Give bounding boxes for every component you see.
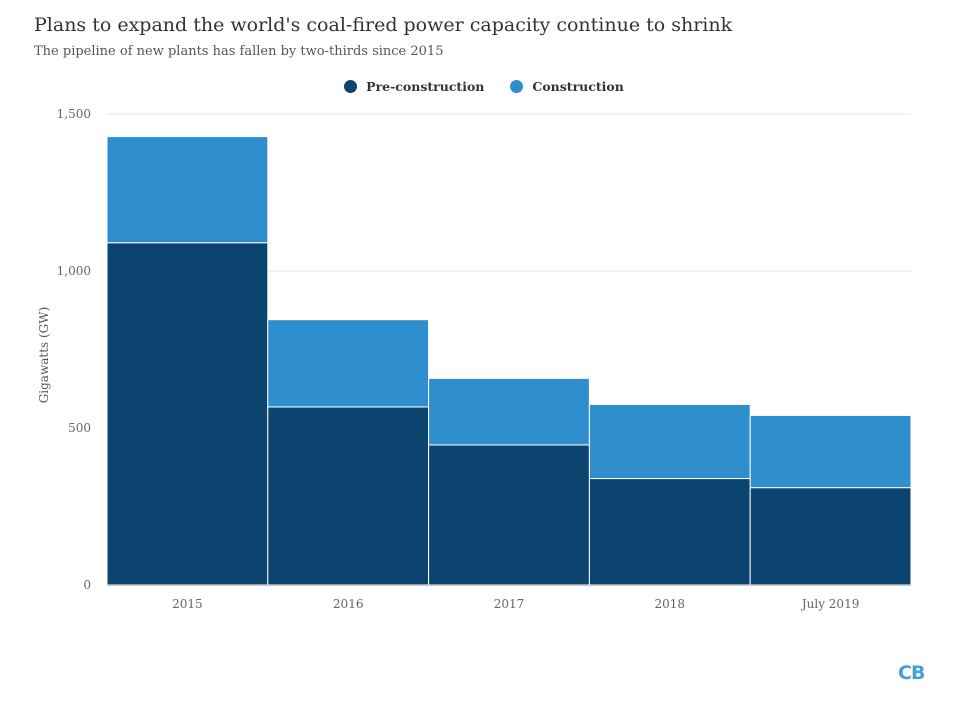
bar-construction-2018[interactable] [588, 403, 751, 480]
legend: Pre-construction Construction [0, 79, 968, 94]
bar-pre-construction-2016[interactable] [267, 406, 430, 586]
chart-title: Plans to expand the world's coal-fired p… [34, 14, 733, 36]
y-tick-label: 500 [68, 421, 91, 435]
legend-swatch-construction [510, 80, 524, 93]
bar-construction-2016[interactable] [267, 319, 430, 408]
bar-pre-construction-2017[interactable] [428, 444, 590, 586]
y-tick-label: 0 [83, 578, 91, 592]
y-axis-title: Gigawatts (GW) [37, 307, 51, 404]
legend-swatch-pre-construction [344, 80, 358, 93]
bar-pre-construction-july-2019[interactable] [749, 487, 912, 586]
bar-construction-july-2019[interactable] [749, 414, 912, 489]
legend-item-construction[interactable]: Construction [510, 79, 624, 94]
bar-construction-2017[interactable] [428, 377, 590, 446]
y-tick-label: 1,000 [57, 264, 91, 278]
bar-construction-2015[interactable] [106, 136, 269, 244]
legend-label-pre-construction: Pre-construction [366, 79, 485, 94]
x-tick-label: July 2019 [800, 597, 860, 611]
bar-pre-construction-2018[interactable] [588, 478, 751, 586]
carbon-brief-logo: CB [898, 662, 925, 684]
x-tick-label: 2017 [494, 597, 525, 611]
x-tick-label: 2015 [172, 597, 203, 611]
x-tick-label: 2018 [655, 597, 686, 611]
legend-label-construction: Construction [532, 79, 624, 94]
bar-pre-construction-2015[interactable] [106, 242, 269, 586]
legend-item-pre-construction[interactable]: Pre-construction [344, 79, 484, 94]
chart-subtitle: The pipeline of new plants has fallen by… [34, 44, 444, 59]
y-tick-label: 1,500 [57, 107, 91, 121]
x-tick-label: 2016 [333, 597, 364, 611]
